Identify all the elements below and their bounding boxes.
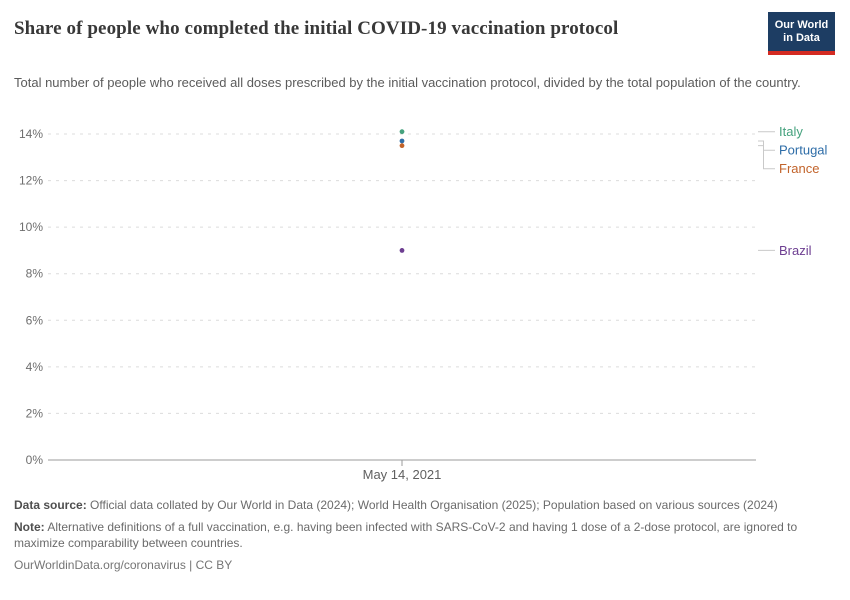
legend-connector-france [758,145,775,170]
y-tick-label: 14% [19,127,43,141]
data-source-line: Data source: Official data collated by O… [14,497,808,514]
note-line: Note: Alternative definitions of a full … [14,519,808,552]
y-tick-label: 12% [19,174,43,188]
legend-label-france[interactable]: France [779,161,819,176]
legend-label-portugal[interactable]: Portugal [779,143,828,158]
note-text: Alternative definitions of a full vaccin… [14,519,798,551]
y-tick-label: 8% [26,267,44,281]
data-source-text: Official data collated by Our World in D… [86,498,778,512]
data-point-italy[interactable] [399,129,405,135]
note-label: Note: [14,519,45,534]
chart-canvas: 0% 2% 4% 6% 8% 10% 12% 14% May 14, 2021 Italy Port… [19,124,828,482]
owid-logo[interactable]: Our World in Data [768,12,835,55]
chart-subtitle: Total number of people who received all … [14,75,801,90]
y-tick-label: 4% [26,360,44,374]
owid-logo-line1: Our World [774,19,829,31]
y-tick-label: 0% [26,453,44,467]
data-point-france[interactable] [399,143,405,149]
data-point-portugal[interactable] [399,138,405,144]
x-tick-label: May 14, 2021 [363,467,442,482]
chart-title: Share of people who completed the initia… [14,18,619,39]
data-point-brazil[interactable] [399,248,405,253]
legend-label-brazil[interactable]: Brazil [779,243,812,258]
chart-footer: Data source: Official data collated by O… [14,497,808,578]
y-tick-label: 2% [26,406,44,420]
y-tick-label: 6% [26,313,44,327]
data-source-label: Data source: [14,498,87,512]
y-tick-label: 10% [19,220,43,234]
license-line: OurWorldinData.org/coronavirus | CC BY [14,557,233,572]
owid-logo-line2: in Data [783,32,820,44]
legend-label-italy[interactable]: Italy [779,124,803,139]
